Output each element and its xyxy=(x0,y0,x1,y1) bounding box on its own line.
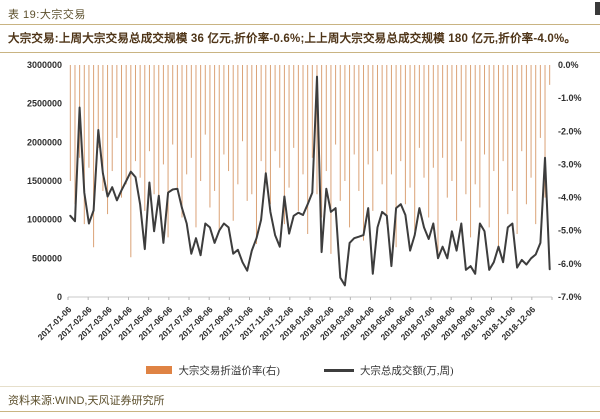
svg-text:2500000: 2500000 xyxy=(27,99,62,109)
source-note: 资料来源:WIND,天风证券研究所 xyxy=(8,395,165,407)
svg-text:500000: 500000 xyxy=(32,253,62,263)
bar-series-swatch xyxy=(146,366,173,374)
legend-label-premium-rate: 大宗交易折溢价率(右) xyxy=(178,365,280,377)
svg-text:1000000: 1000000 xyxy=(27,215,62,225)
legend-item-premium-rate: 大宗交易折溢价率(右) xyxy=(146,363,280,378)
summary-separator xyxy=(0,52,600,53)
page-edge-artifact xyxy=(595,2,600,15)
svg-text:-5.0%: -5.0% xyxy=(558,226,582,236)
svg-text:-6.0%: -6.0% xyxy=(558,259,582,269)
svg-text:-2.0%: -2.0% xyxy=(558,126,582,136)
svg-text:-1.0%: -1.0% xyxy=(558,93,582,103)
line-series-swatch xyxy=(323,368,354,372)
legend-item-volume: 大宗总成交额(万,周) xyxy=(323,363,454,378)
title-separator xyxy=(0,24,600,25)
summary-text: 大宗交易:上周大宗交易总成交规模 36 亿元,折价率-0.6%;上上周大宗交易总… xyxy=(8,33,577,45)
svg-text:2000000: 2000000 xyxy=(27,137,62,147)
svg-text:1500000: 1500000 xyxy=(27,176,62,186)
bottom-border xyxy=(0,411,600,412)
footer-separator xyxy=(0,386,600,387)
svg-text:-7.0%: -7.0% xyxy=(558,292,582,302)
chart-legend: 大宗交易折溢价率(右) 大宗总成交额(万,周) xyxy=(0,362,600,378)
svg-text:-3.0%: -3.0% xyxy=(558,159,582,169)
table-title: 表 19:大宗交易 xyxy=(8,9,86,21)
block-trading-chart: 0 500000 1000000 1500000 2000000 2500000 30000… xyxy=(0,56,600,362)
svg-text:3000000: 3000000 xyxy=(27,60,62,70)
svg-text:0.0%: 0.0% xyxy=(558,60,579,70)
legend-label-volume: 大宗总成交额(万,周) xyxy=(359,365,454,377)
combo-chart-svg: 0 500000 1000000 1500000 2000000 2500000 30000… xyxy=(27,60,582,342)
svg-text:0: 0 xyxy=(57,292,62,302)
svg-text:-4.0%: -4.0% xyxy=(558,193,582,203)
